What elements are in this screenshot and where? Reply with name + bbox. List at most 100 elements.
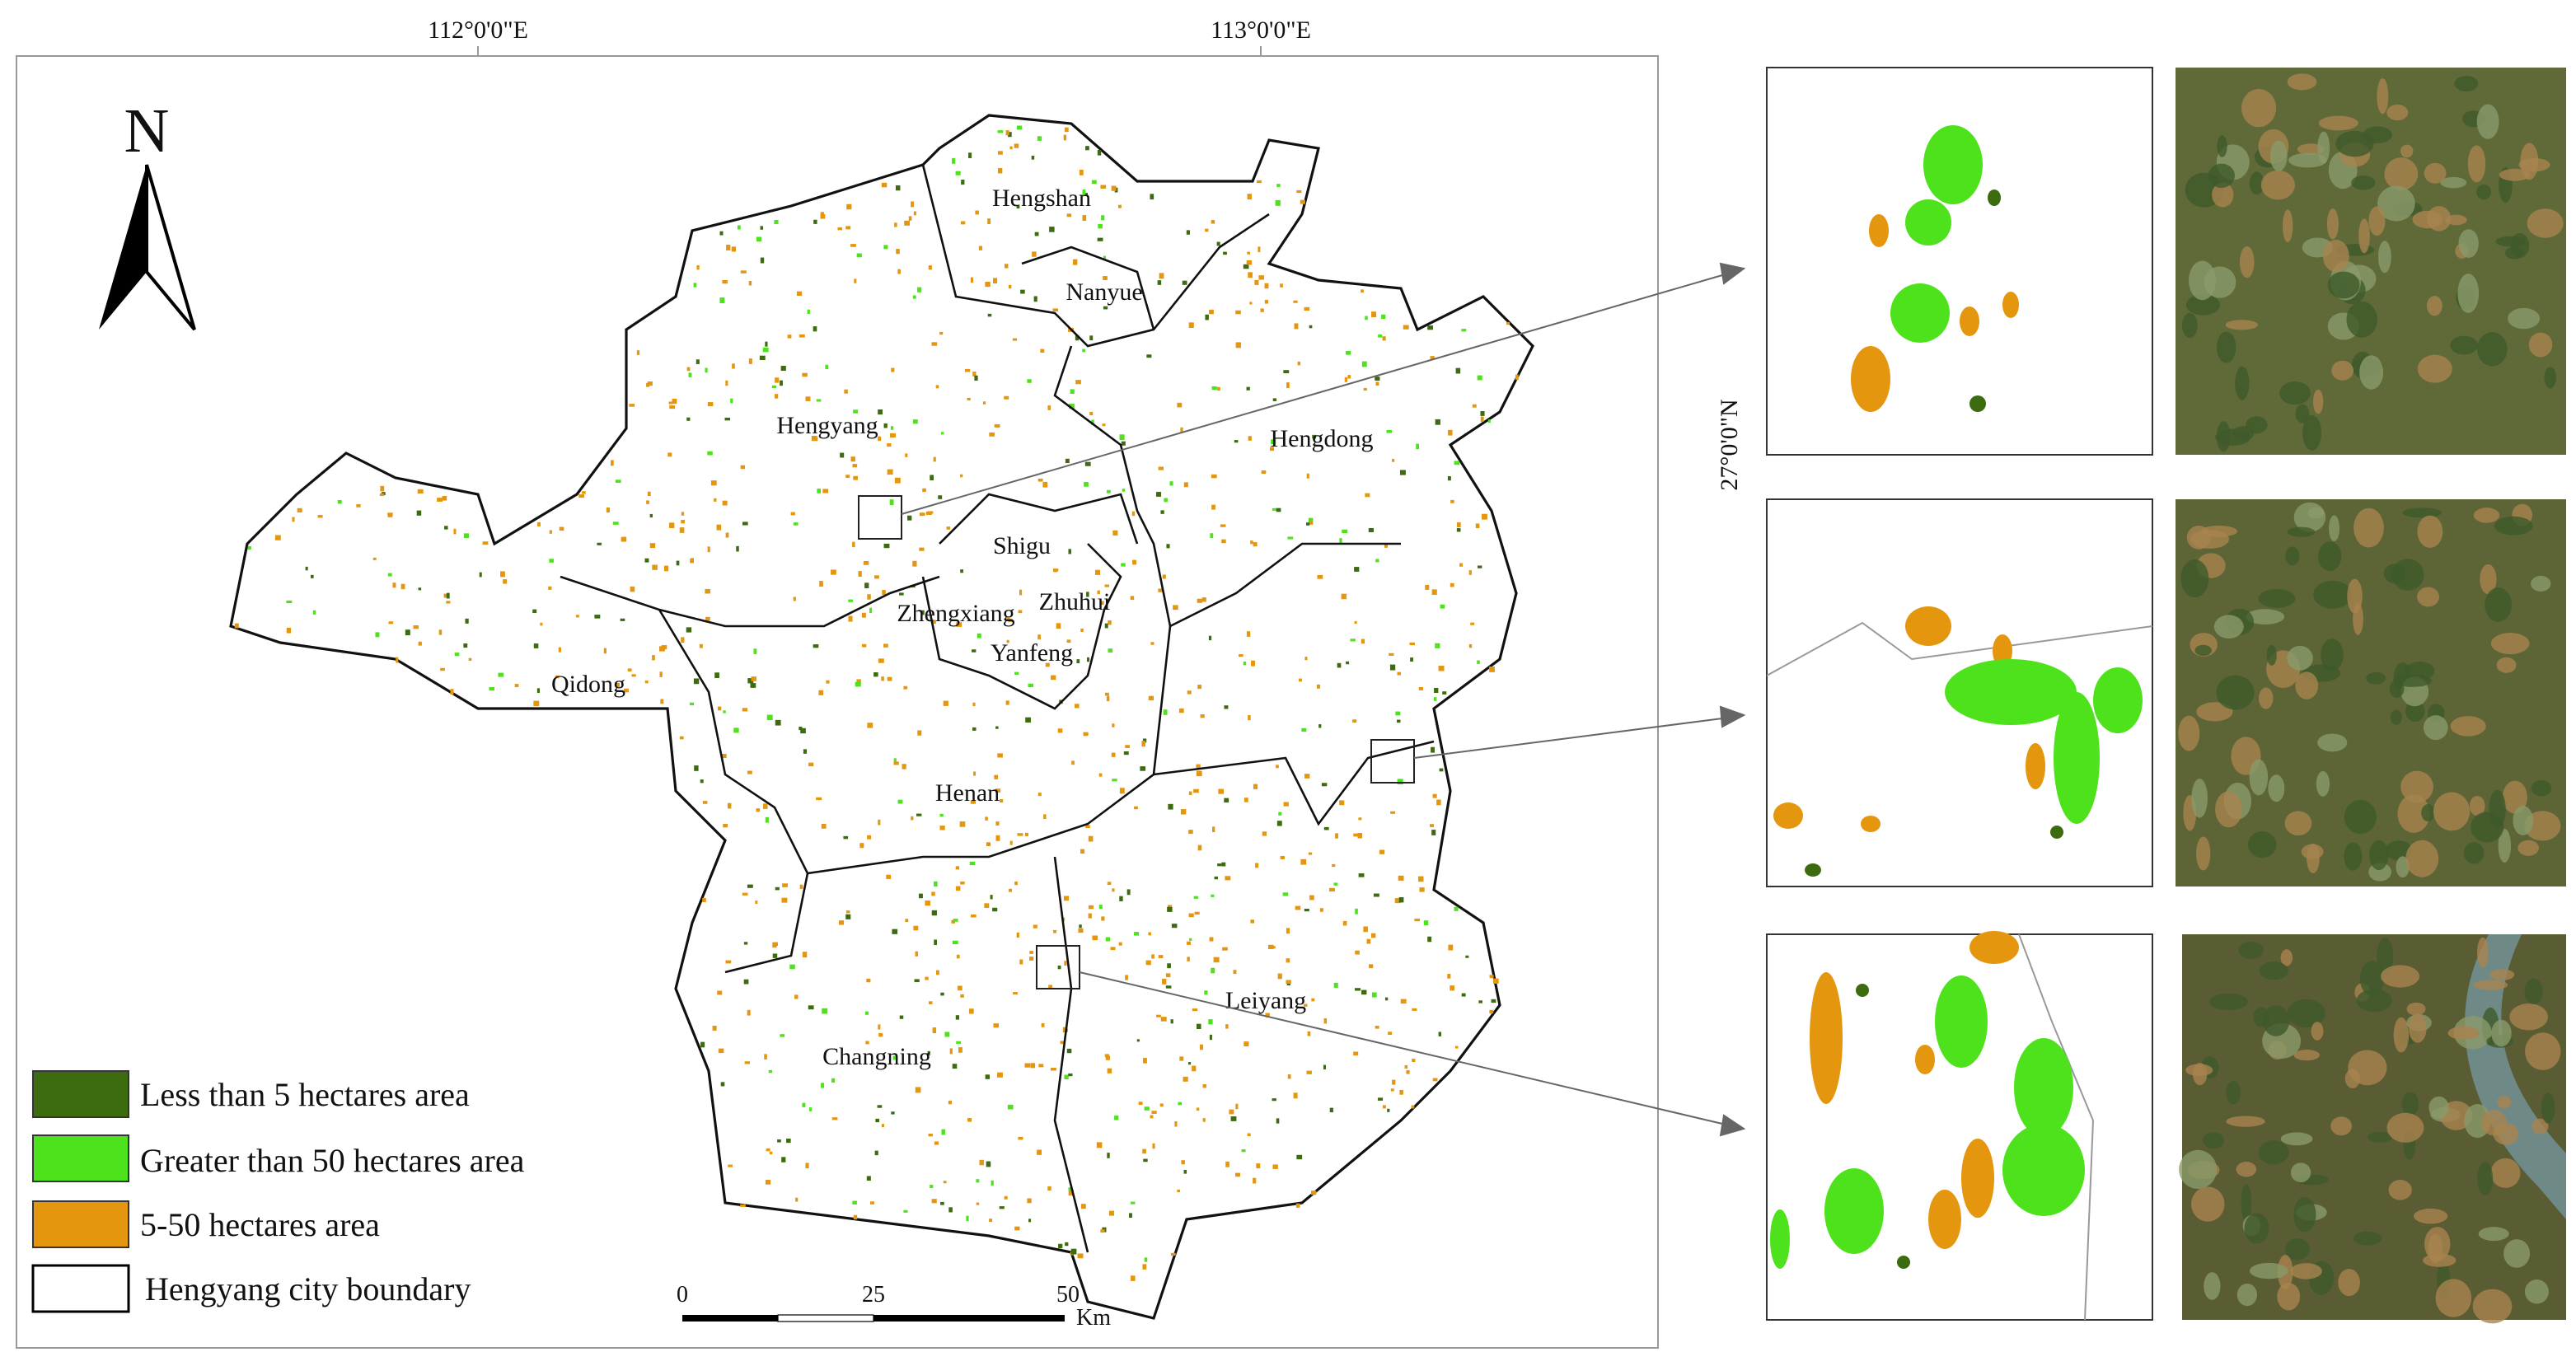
patch [681,512,685,516]
patch [1193,788,1199,793]
patch [1130,596,1135,601]
patch [2428,1096,2449,1120]
patch [1201,597,1206,602]
patch [1416,443,1419,450]
patch [1323,1017,1328,1024]
patch [1773,802,1803,829]
patch [1397,779,1403,785]
patch [558,647,561,653]
patch [939,826,945,830]
patch [1179,1056,1184,1061]
patch [1306,522,1310,526]
patch [1189,938,1192,941]
patch [1308,852,1313,855]
patch [714,672,719,678]
patch [463,643,468,648]
patch [2284,811,2312,836]
patch [1122,489,1126,492]
patch [615,480,621,484]
patch [1337,662,1342,668]
patch [960,474,963,478]
patch [2524,978,2543,1004]
patch [919,547,925,551]
patch [978,246,983,250]
patch [2485,587,2513,622]
patch [852,464,858,468]
patch [1097,590,1100,595]
patch [946,526,951,530]
patch [2356,989,2392,1013]
patch [712,1026,717,1031]
patch [929,1001,933,1004]
patch [740,270,747,274]
patch [766,1148,770,1152]
patch [853,1214,858,1220]
patch [1280,855,1286,859]
patch [1335,833,1338,839]
patch [1770,1209,1790,1269]
patch [1098,223,1103,229]
patch [976,1202,980,1205]
patch [891,1111,895,1115]
patch [594,615,601,619]
patch [2311,1022,2324,1041]
patch [1086,657,1090,662]
patch [1208,1019,1213,1025]
county-labels: Hengshan Nanyue Hengyang Hengdong Shigu … [551,185,1373,1070]
patch [1125,975,1128,980]
patch [919,512,925,517]
patch [1276,821,1282,826]
patch [742,708,748,712]
patch [2490,633,2530,655]
patch [743,942,748,945]
patch [2480,564,2497,595]
patch [856,679,861,685]
patch [1295,905,1301,910]
patch [661,645,667,650]
patch [765,816,769,823]
patch [1225,876,1231,881]
patch [1224,798,1229,803]
patch [1157,280,1162,285]
patch [2353,1231,2382,1246]
patch [993,1023,1000,1028]
patch [1140,766,1145,771]
patch [1371,992,1377,998]
patch [1409,642,1415,646]
patch [489,686,494,691]
patch [2513,805,2534,835]
patch [2239,246,2255,278]
patch [1306,473,1309,479]
patch [1935,975,1988,1068]
patch [1079,169,1084,175]
patch [1257,180,1262,184]
patch [1053,929,1057,933]
patch [1193,896,1199,899]
patch [2377,185,2415,222]
patch [822,489,829,494]
scale-label: 25 [862,1282,885,1308]
patch [2203,1132,2225,1149]
patch [1267,944,1274,950]
patch [416,510,422,516]
patch [1375,559,1379,563]
patch [2192,1063,2208,1086]
patch [649,513,653,518]
patch [1213,957,1220,963]
patch [1062,1027,1067,1033]
patch [396,657,399,663]
patch [816,797,822,801]
patch [1068,1073,1073,1077]
patch [454,653,460,657]
patch [2266,644,2277,666]
patch [820,212,825,217]
patch [1247,251,1251,255]
patch [1395,711,1401,716]
patch [616,682,621,688]
patch [663,565,668,572]
patch [1225,1161,1229,1167]
patch [446,601,451,604]
patch [1020,289,1025,294]
patch [2478,1227,2509,1242]
patch [1346,661,1350,665]
